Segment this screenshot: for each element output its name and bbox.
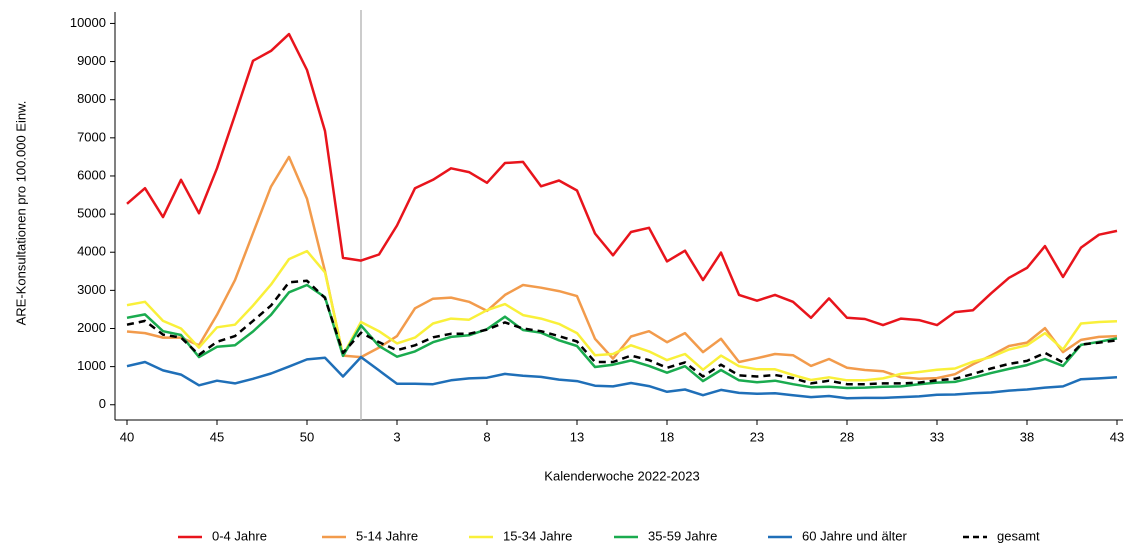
y-tick-label: 4000 xyxy=(77,244,106,259)
x-tick-label: 50 xyxy=(300,429,314,444)
series-line xyxy=(126,249,1118,382)
x-tick-label: 28 xyxy=(840,429,854,444)
x-tick-label: 23 xyxy=(750,429,764,444)
x-tick-label: 13 xyxy=(570,429,584,444)
y-axis-title: ARE-Konsultationen pro 100.000 Einw. xyxy=(13,101,28,326)
legend-label: 0-4 Jahre xyxy=(212,528,267,543)
series-line xyxy=(126,155,1118,381)
legend-label: 15-34 Jahre xyxy=(503,528,572,543)
y-tick-label: 9000 xyxy=(77,53,106,68)
legend-label: gesamt xyxy=(997,528,1040,543)
y-tick-label: 7000 xyxy=(77,129,106,144)
x-tick-label: 38 xyxy=(1020,429,1034,444)
y-tick-label: 8000 xyxy=(77,91,106,106)
series-line xyxy=(126,283,1118,390)
x-tick-label: 43 xyxy=(1110,429,1124,444)
y-tick-label: 2000 xyxy=(77,320,106,335)
y-tick-label: 1000 xyxy=(77,358,106,373)
x-axis-title: Kalenderwoche 2022-2023 xyxy=(544,468,699,483)
x-tick-label: 33 xyxy=(930,429,944,444)
legend-label: 60 Jahre und älter xyxy=(802,528,907,543)
x-tick-label: 18 xyxy=(660,429,674,444)
x-tick-label: 45 xyxy=(210,429,224,444)
y-tick-label: 10000 xyxy=(70,15,106,30)
legend-label: 35-59 Jahre xyxy=(648,528,717,543)
x-tick-label: 3 xyxy=(393,429,400,444)
y-tick-label: 3000 xyxy=(77,282,106,297)
x-tick-label: 8 xyxy=(483,429,490,444)
y-tick-label: 5000 xyxy=(77,206,106,221)
legend-label: 5-14 Jahre xyxy=(356,528,418,543)
y-tick-label: 6000 xyxy=(77,167,106,182)
series-line xyxy=(126,355,1118,400)
series-line xyxy=(126,32,1118,327)
x-tick-label: 40 xyxy=(120,429,134,444)
series-line xyxy=(126,279,1118,386)
y-tick-label: 0 xyxy=(99,396,106,411)
